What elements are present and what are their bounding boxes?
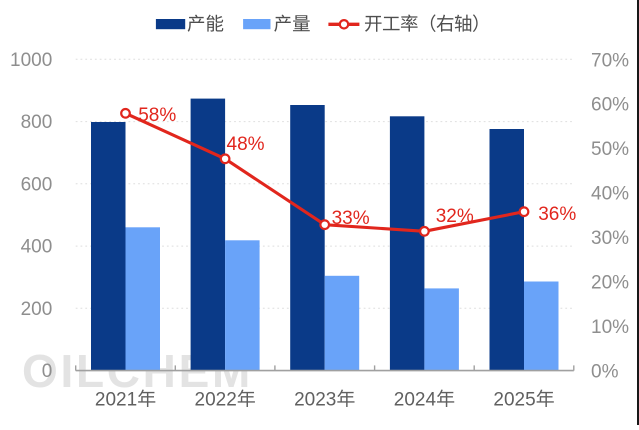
svg-text:40%: 40% [591,184,629,205]
svg-text:800: 800 [21,112,53,133]
svg-text:20%: 20% [591,273,629,294]
svg-text:1000: 1000 [10,50,52,71]
svg-text:2023: 2023 [294,390,336,411]
svg-text:70%: 70% [591,50,629,71]
svg-text:2021: 2021 [95,390,137,411]
svg-text:400: 400 [21,237,53,258]
svg-text:33%: 33% [332,208,370,229]
svg-text:0: 0 [42,361,53,382]
svg-text:0%: 0% [591,361,619,382]
svg-text:32%: 32% [436,206,474,227]
svg-text:2025: 2025 [493,390,535,411]
svg-text:30%: 30% [591,228,629,249]
svg-text:36%: 36% [538,204,576,225]
svg-text:10%: 10% [591,317,629,338]
svg-text:60%: 60% [591,95,629,116]
svg-text:48%: 48% [227,134,265,155]
svg-text:58%: 58% [138,105,176,126]
svg-text:200: 200 [21,299,53,320]
svg-text:2022: 2022 [195,390,237,411]
svg-text:600: 600 [21,174,53,195]
svg-text:2024: 2024 [394,390,437,411]
svg-text:50%: 50% [591,139,629,160]
